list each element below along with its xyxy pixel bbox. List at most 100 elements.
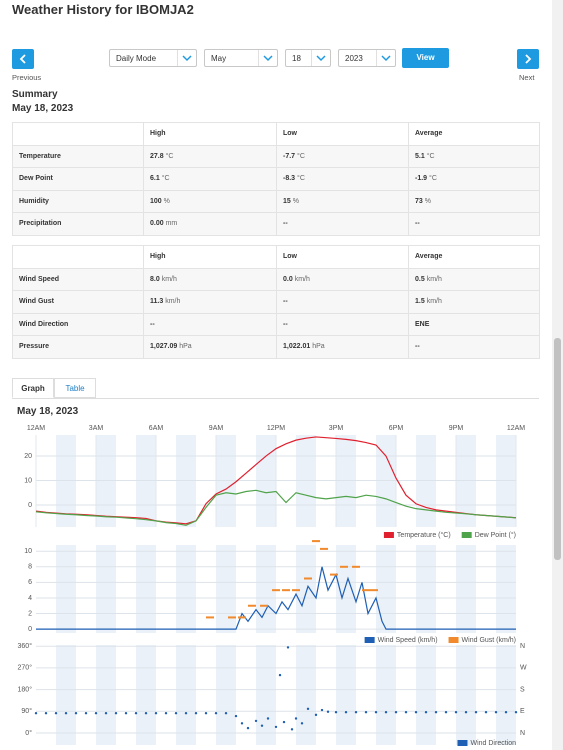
select[interactable]: Daily Mode	[109, 49, 197, 67]
select[interactable]: May	[204, 49, 278, 67]
cell: --	[276, 312, 409, 336]
select-text: 18	[292, 54, 301, 63]
legend-swatch	[448, 637, 459, 643]
cell: --	[408, 335, 540, 359]
cell: --	[276, 290, 409, 314]
point	[414, 711, 418, 714]
tab-line	[12, 398, 539, 399]
tbody: Temperature 27.8 °C -7.7 °C 5.1 °C Dew Point…	[12, 144, 540, 236]
cell-value: 1,022.01	[283, 343, 311, 351]
select[interactable]: 18	[285, 49, 331, 67]
point	[484, 711, 488, 714]
point	[204, 711, 208, 715]
select-caret	[177, 50, 196, 66]
cell-value: 27.8	[150, 152, 164, 160]
header-cell: High	[143, 245, 277, 269]
legend-label: Temperature (°C)	[397, 531, 451, 539]
cell-value: 0.00	[150, 220, 164, 228]
y-tick-label: 4	[28, 595, 32, 602]
point	[44, 711, 48, 715]
x-tick-label: 12AM	[507, 425, 525, 432]
cell: 1.5 km/h	[408, 290, 540, 314]
point	[344, 711, 348, 714]
point	[320, 708, 324, 712]
gust-mark	[370, 589, 378, 592]
hour-band	[456, 645, 476, 745]
x-tick-label: 3AM	[89, 425, 104, 432]
tab-graph[interactable]: Graph	[12, 378, 54, 398]
y-tick-label: 10	[24, 548, 32, 555]
chevron-right	[525, 54, 532, 64]
cell-value: 11.3	[150, 298, 164, 306]
point	[374, 711, 378, 714]
hour-band	[496, 545, 516, 633]
cell-unit: °C	[297, 175, 305, 183]
scrollbar-thumb[interactable]	[554, 338, 561, 560]
cell-value: 0.5	[415, 275, 425, 283]
graph-date: May 18, 2023	[17, 406, 79, 417]
row-label: Temperature	[12, 144, 144, 168]
cell-value: -8.3	[283, 175, 296, 183]
gust-mark	[312, 540, 320, 543]
hour-band	[496, 645, 516, 745]
view-button[interactable]: View	[402, 48, 449, 68]
previous-button[interactable]	[12, 49, 34, 69]
cell-value: 73	[415, 197, 423, 205]
point	[286, 646, 290, 649]
select[interactable]: 2023	[338, 49, 396, 67]
point	[278, 673, 282, 677]
point	[444, 711, 448, 714]
legend-label: Wind Gust (km/h)	[462, 637, 516, 644]
hour-band	[136, 645, 156, 745]
header-cell: Average	[408, 245, 540, 269]
cell-value: 5.1	[415, 152, 425, 160]
summary-table: High Low Average Wind Speed 8.0 km/h 0.0 km/h…	[12, 245, 540, 359]
cell-value: 15	[283, 197, 291, 205]
row-label: Dew Point	[12, 167, 144, 191]
caret-icon	[182, 55, 192, 62]
x-tick-label: 12AM	[27, 425, 45, 432]
point	[194, 711, 198, 715]
cell-unit: %	[292, 197, 299, 205]
gust-mark	[304, 577, 312, 580]
cell-value: 1,027.09	[150, 343, 178, 351]
gust-mark	[282, 589, 290, 592]
cell: 73 %	[408, 189, 540, 213]
gust-mark	[352, 565, 360, 568]
hour-band	[176, 545, 196, 633]
row: Dew Point 6.1 °C -8.3 °C -1.9 °C	[12, 167, 540, 191]
row: Wind Direction -- -- ENE	[12, 312, 540, 336]
select-caret	[258, 50, 277, 66]
gust-mark	[260, 604, 268, 607]
cell-unit: km/h	[165, 298, 181, 306]
row-label: Humidity	[12, 189, 144, 213]
point	[334, 711, 338, 714]
cell: 27.8 °C	[143, 144, 277, 168]
row: Temperature 27.8 °C -7.7 °C 5.1 °C	[12, 144, 540, 168]
legend-swatch	[383, 532, 394, 538]
hour-band	[256, 545, 276, 633]
cell-unit: °C	[297, 152, 305, 160]
gust-mark	[362, 589, 370, 592]
gust-mark	[206, 616, 214, 619]
legend-label: Wind Speed (km/h)	[378, 637, 438, 644]
point	[234, 714, 238, 718]
row-label: Wind Direction	[12, 312, 144, 336]
tab-table[interactable]: Table	[54, 378, 96, 398]
y-tick-label: 0°	[25, 729, 32, 737]
cell: 100 %	[143, 189, 277, 213]
y2-tick-label: W	[520, 665, 527, 672]
point	[290, 728, 294, 731]
hour-band	[336, 645, 356, 745]
select-text: May	[211, 54, 227, 63]
next-button[interactable]	[517, 49, 539, 69]
hour-band	[136, 545, 156, 633]
point	[294, 717, 298, 720]
gust-mark	[292, 589, 300, 592]
point	[274, 725, 278, 729]
cell-unit: hPa	[179, 343, 192, 351]
point	[74, 711, 78, 715]
point	[514, 711, 518, 714]
summary-title: Summary	[12, 89, 58, 100]
header-row: High Low Average	[12, 245, 540, 269]
